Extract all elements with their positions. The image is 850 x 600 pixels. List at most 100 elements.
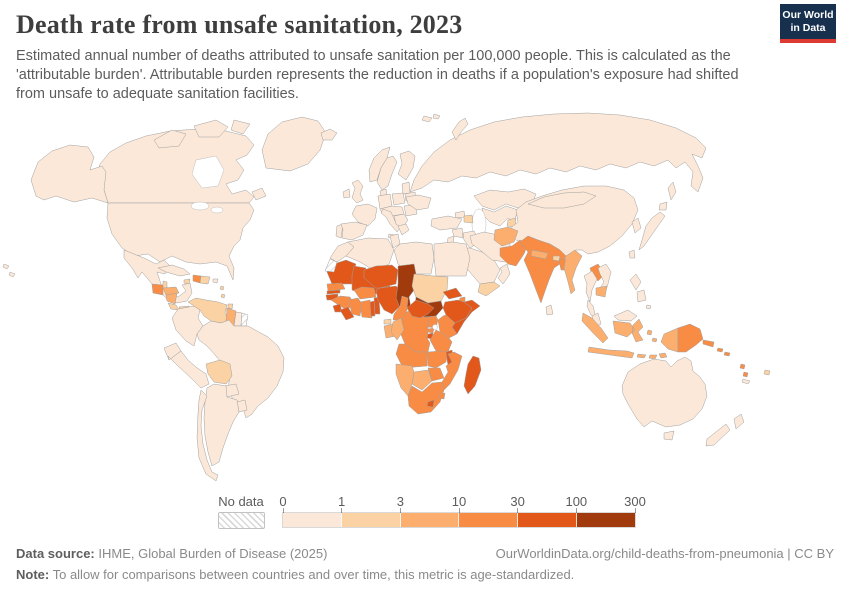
country-costa-rica[interactable]	[168, 303, 179, 310]
country-jamaica[interactable]	[184, 279, 190, 284]
country-greenland[interactable]	[262, 117, 326, 171]
country-france[interactable]	[352, 204, 377, 226]
country-greece[interactable]	[398, 224, 409, 235]
country-tasmania[interactable]	[664, 431, 674, 440]
no-data-label: No data	[218, 494, 264, 509]
country-sweden[interactable]	[377, 156, 397, 190]
country-namibia[interactable]	[396, 364, 414, 396]
country-poland[interactable]	[392, 193, 405, 205]
country-niger[interactable]	[364, 265, 398, 288]
country-fiji[interactable]	[764, 370, 770, 375]
country-myanmar[interactable]	[564, 250, 582, 294]
country-french-guiana[interactable]	[241, 313, 248, 326]
country-azerbaijan[interactable]	[464, 215, 473, 223]
country-argentina[interactable]	[204, 384, 239, 466]
country-oman[interactable]	[498, 264, 510, 284]
country-western-sahara[interactable]	[325, 259, 337, 272]
country-russia[interactable]	[410, 113, 706, 192]
country-eritrea[interactable]	[443, 288, 462, 299]
country-baltic-states[interactable]	[402, 182, 410, 194]
country-ireland[interactable]	[343, 189, 350, 198]
country-ghana[interactable]	[360, 300, 372, 318]
country-alaska[interactable]	[31, 145, 108, 203]
country-angola[interactable]	[396, 344, 428, 368]
note-label: Note:	[16, 567, 50, 582]
country-honduras[interactable]	[163, 287, 179, 295]
country-congo[interactable]	[391, 318, 404, 340]
country-sakhalin[interactable]	[668, 182, 676, 200]
country-cuba[interactable]	[158, 265, 190, 276]
country-hawaii[interactable]	[3, 264, 15, 277]
country-yemen[interactable]	[478, 282, 500, 296]
country-finland[interactable]	[398, 151, 415, 180]
country-afghanistan[interactable]	[494, 227, 518, 246]
country-svalbard[interactable]	[422, 114, 440, 122]
country-puerto-rico[interactable]	[213, 279, 218, 283]
country-cambodia[interactable]	[596, 286, 607, 297]
country-south-africa[interactable]	[408, 382, 444, 414]
country-nepal[interactable]	[531, 250, 548, 259]
country-tanzania[interactable]	[430, 330, 452, 352]
country-philippines[interactable]	[630, 274, 651, 309]
country-cameroon[interactable]	[393, 296, 408, 320]
country-sri-lanka[interactable]	[546, 305, 553, 315]
country-japan[interactable]	[639, 202, 667, 250]
country-papua-new-guinea[interactable]	[678, 324, 714, 352]
country-chad[interactable]	[396, 264, 416, 308]
no-data-swatch[interactable]	[218, 512, 265, 529]
country-eswatini[interactable]	[439, 393, 445, 399]
owid-logo[interactable]: Our World in Data	[780, 4, 836, 43]
country-timor-leste[interactable]	[659, 353, 667, 358]
country-lesotho[interactable]	[427, 400, 434, 407]
country-canada-arctic[interactable]	[154, 120, 266, 200]
country-pakistan[interactable]	[500, 240, 528, 266]
country-central-african-republic[interactable]	[407, 300, 434, 318]
country-chile[interactable]	[197, 390, 218, 481]
country-vanuatu[interactable]	[740, 364, 748, 377]
country-norway[interactable]	[369, 147, 390, 182]
country-mexico[interactable]	[124, 250, 192, 303]
country-nicaragua[interactable]	[166, 293, 177, 304]
country-new-caledonia[interactable]	[742, 379, 750, 384]
country-kenya[interactable]	[438, 315, 457, 338]
country-georgia[interactable]	[455, 211, 465, 218]
country-lesser-antilles[interactable]	[220, 286, 225, 298]
hudson-bay	[191, 155, 225, 189]
country-solomon-islands[interactable]	[717, 348, 730, 356]
country-colombia[interactable]	[172, 306, 203, 346]
data-source-label: Data source:	[16, 546, 95, 561]
country-new-zealand[interactable]	[706, 414, 744, 446]
country-liberia[interactable]	[340, 307, 354, 320]
country-burkina-faso[interactable]	[354, 287, 376, 299]
country-madagascar[interactable]	[464, 356, 481, 394]
country-south-korea[interactable]	[632, 218, 641, 233]
country-spain[interactable]	[341, 222, 367, 240]
country-united-kingdom[interactable]	[352, 180, 363, 203]
country-trinidad[interactable]	[228, 304, 233, 309]
country-gambia[interactable]	[327, 290, 340, 294]
country-equatorial-guinea[interactable]	[384, 319, 391, 324]
country-mongolia[interactable]	[528, 192, 596, 208]
canonical-link[interactable]: OurWorldinData.org/child-deaths-from-pne…	[495, 546, 834, 561]
country-cote-divoire[interactable]	[348, 298, 362, 316]
country-belize[interactable]	[163, 281, 167, 288]
country-taiwan[interactable]	[629, 250, 635, 258]
page-title: Death rate from unsafe sanitation, 2023	[16, 10, 463, 39]
country-australia[interactable]	[622, 357, 707, 427]
color-scale-bar[interactable]	[282, 512, 636, 528]
country-guatemala[interactable]	[152, 284, 163, 295]
country-haiti[interactable]	[193, 275, 201, 283]
country-peru[interactable]	[168, 351, 209, 388]
country-zambia[interactable]	[428, 351, 448, 368]
country-bolivia[interactable]	[206, 360, 232, 384]
country-dominican-republic[interactable]	[200, 276, 210, 284]
country-turkey[interactable]	[431, 216, 462, 230]
country-egypt[interactable]	[434, 242, 470, 276]
country-senegal[interactable]	[327, 283, 345, 291]
country-ukraine[interactable]	[406, 195, 431, 210]
country-iceland[interactable]	[321, 129, 337, 140]
country-togo[interactable]	[370, 301, 375, 316]
country-syria[interactable]	[452, 228, 463, 238]
country-novaya-zemlya[interactable]	[452, 118, 468, 140]
country-thailand[interactable]	[584, 271, 597, 318]
